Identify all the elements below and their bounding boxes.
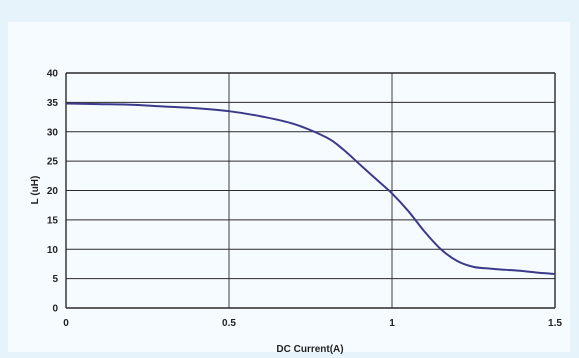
- x-tick-label: 1: [389, 318, 395, 329]
- y-tick-label: 35: [47, 98, 59, 109]
- x-tick-labels: 0 0.5 1 1.5: [63, 318, 562, 329]
- x-tick-label: 1.5: [548, 318, 562, 329]
- x-tick-label: 0: [63, 318, 69, 329]
- y-axis-label: L (uH): [30, 176, 41, 205]
- y-tick-label: 10: [47, 245, 59, 256]
- y-tick-label: 30: [47, 127, 59, 138]
- y-tick-label: 0: [52, 304, 58, 315]
- chart-panel: [8, 22, 570, 352]
- y-tick-label: 20: [47, 186, 59, 197]
- series-layer: [65, 102, 556, 275]
- y-tick-label: 25: [47, 157, 59, 168]
- y-tick-label: 5: [52, 274, 58, 285]
- y-tick-label: 15: [47, 215, 59, 226]
- y-tick-label: 40: [47, 69, 59, 80]
- x-axis-label: DC Current(A): [276, 344, 343, 355]
- y-tick-labels: 0 5 10 15 20 25 30 35 40: [47, 69, 59, 315]
- x-tick-label: 0.5: [222, 318, 236, 329]
- inductance-series-line: [65, 102, 556, 275]
- grid: [65, 72, 556, 309]
